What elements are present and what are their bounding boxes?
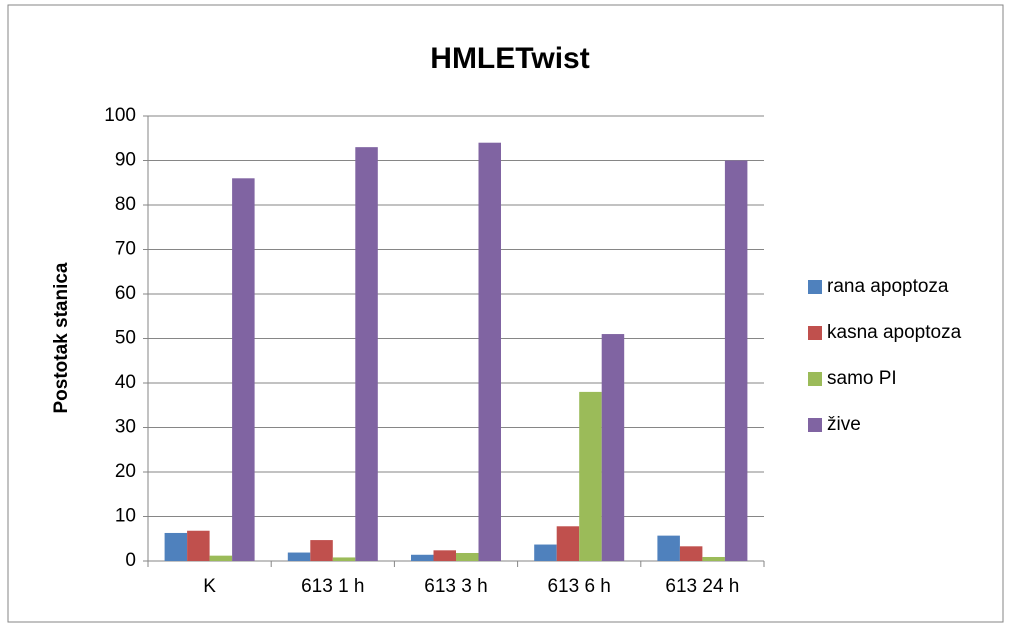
bar [287, 552, 311, 561]
x-tick-label: K [203, 576, 216, 597]
legend-label: rana apoptoza [827, 276, 949, 297]
chart-title: HMLETwist [430, 42, 589, 75]
y-tick-label: 0 [125, 550, 136, 571]
y-tick-label: 90 [115, 150, 136, 171]
x-tick-label: 613 1 h [301, 576, 364, 597]
bar [433, 550, 456, 561]
bar [657, 535, 680, 561]
y-tick-label: 100 [104, 105, 136, 126]
bar [411, 554, 434, 561]
bar [355, 147, 378, 561]
bar [679, 546, 703, 561]
legend-label: žive [827, 414, 861, 435]
bar [209, 555, 233, 561]
bar [579, 391, 602, 561]
bar [534, 544, 557, 561]
bar [702, 556, 725, 561]
legend-label: samo PI [827, 368, 897, 389]
x-tick-label: 613 24 h [665, 576, 739, 597]
legend-swatch [808, 418, 822, 432]
y-tick-label: 50 [115, 328, 136, 349]
bar [332, 557, 356, 561]
bar [232, 178, 255, 562]
x-tick-label: 613 6 h [547, 576, 610, 597]
bar [310, 540, 333, 561]
y-tick-label: 80 [115, 194, 136, 215]
y-tick-label: 20 [115, 461, 136, 482]
bar [456, 552, 479, 561]
legend-swatch [808, 280, 822, 294]
y-tick-label: 70 [115, 239, 136, 260]
bar [187, 530, 210, 561]
bar [601, 334, 625, 561]
y-tick-label: 60 [115, 283, 136, 304]
chart-frame [7, 4, 1004, 623]
y-tick-label: 10 [115, 506, 136, 527]
legend-swatch [808, 372, 822, 386]
bar [478, 142, 501, 561]
bar [164, 532, 188, 561]
legend-label: kasna apoptoza [827, 322, 962, 343]
y-axis-label: Postotak stanica [51, 262, 72, 413]
legend-swatch [808, 326, 822, 340]
bar [556, 526, 580, 561]
y-tick-label: 40 [115, 372, 136, 393]
bar [724, 160, 748, 561]
x-tick-label: 613 3 h [424, 576, 487, 597]
y-tick-label: 30 [115, 417, 136, 438]
